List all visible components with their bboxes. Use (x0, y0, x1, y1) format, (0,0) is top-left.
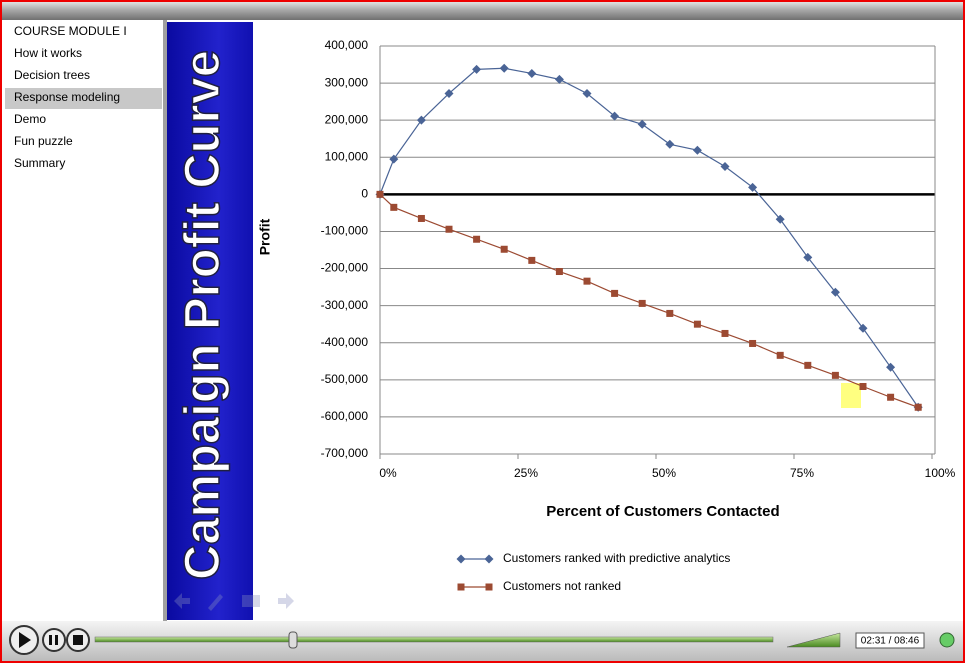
menu-title: COURSE MODULE I (14, 24, 127, 38)
marker (390, 203, 398, 211)
marker (484, 554, 494, 564)
legend-label: Customers not ranked (503, 579, 621, 593)
x-tick-label: 25% (514, 466, 538, 480)
marker (693, 320, 701, 328)
menu-item[interactable]: Response modeling (14, 90, 120, 104)
marker (721, 329, 729, 337)
y-tick-label: -300,000 (321, 298, 369, 312)
y-tick-label: 0 (361, 187, 368, 201)
marker (692, 145, 702, 155)
marker (528, 256, 536, 264)
marker (583, 277, 591, 285)
marker (376, 190, 384, 198)
marker (582, 88, 592, 98)
marker (859, 382, 867, 390)
marker (473, 235, 481, 243)
marker (803, 252, 813, 262)
marker (554, 74, 564, 84)
divider (163, 20, 167, 621)
marker (555, 268, 563, 276)
y-tick-label: -600,000 (321, 409, 369, 423)
marker (830, 287, 840, 297)
menu-item[interactable]: Fun puzzle (14, 134, 73, 148)
marker (886, 362, 896, 372)
marker (831, 371, 839, 379)
x-tick-label: 0% (379, 466, 397, 480)
y-tick-label: 200,000 (325, 112, 369, 126)
marker (665, 139, 675, 149)
player-controls: 02:31 / 08:46 (9, 625, 955, 655)
progress-thumb[interactable] (288, 631, 298, 649)
status-icon[interactable] (939, 632, 955, 648)
y-tick-label: 100,000 (325, 149, 369, 163)
title-bar (0, 0, 965, 20)
marker (472, 64, 482, 74)
marker (749, 339, 757, 347)
marker (914, 403, 922, 411)
pause-icon (49, 635, 52, 645)
marker (500, 245, 508, 253)
menu-selected-bg (5, 88, 162, 109)
marker (417, 214, 425, 222)
menu-item[interactable]: Demo (14, 112, 46, 126)
marker (775, 214, 785, 224)
marker (499, 63, 509, 73)
marker (611, 289, 619, 297)
y-tick-label: -100,000 (321, 224, 369, 238)
legend-label: Customers ranked with predictive analyti… (503, 551, 730, 565)
marker (389, 154, 399, 164)
y-tick-label: 300,000 (325, 75, 369, 89)
stop-icon (73, 635, 83, 645)
marker (638, 299, 646, 307)
x-tick-label: 50% (652, 466, 676, 480)
marker (456, 554, 466, 564)
slide-title: Campaign Profit Curve (174, 50, 230, 580)
marker (610, 111, 620, 121)
title-banner (167, 22, 253, 620)
marker (444, 88, 454, 98)
pause-icon (55, 635, 58, 645)
pause-button[interactable] (42, 628, 66, 652)
marker (527, 68, 537, 78)
y-tick-label: -200,000 (321, 261, 369, 275)
volume-slider[interactable] (786, 632, 841, 648)
marker (720, 162, 730, 172)
play-icon (19, 632, 31, 648)
marker (666, 309, 674, 317)
menu-item[interactable]: Summary (14, 156, 65, 170)
marker (445, 225, 453, 233)
progress-track[interactable] (94, 636, 774, 643)
highlight (841, 383, 861, 408)
marker (485, 583, 493, 591)
x-axis-title: Percent of Customers Contacted (546, 503, 779, 520)
y-axis-title: Profit (257, 218, 273, 255)
y-tick-label: 400,000 (325, 38, 369, 52)
marker (637, 119, 647, 129)
marker (887, 393, 895, 401)
marker (457, 583, 465, 591)
menu-item[interactable]: Decision trees (14, 68, 90, 82)
marker (858, 323, 868, 333)
marker (776, 351, 784, 359)
time-box (855, 632, 925, 649)
marker (804, 361, 812, 369)
y-tick-label: -500,000 (321, 372, 369, 386)
y-tick-label: -400,000 (321, 335, 369, 349)
x-tick-label: 75% (790, 466, 814, 480)
marker (416, 115, 426, 125)
time-display: 02:31 / 08:46 (861, 636, 920, 647)
y-tick-label: -700,000 (321, 446, 369, 460)
marker (748, 182, 758, 192)
nav-icons (174, 593, 294, 611)
menu-item[interactable]: How it works (14, 46, 82, 60)
x-tick-label: 100% (925, 466, 956, 480)
series-line (379, 67, 919, 408)
